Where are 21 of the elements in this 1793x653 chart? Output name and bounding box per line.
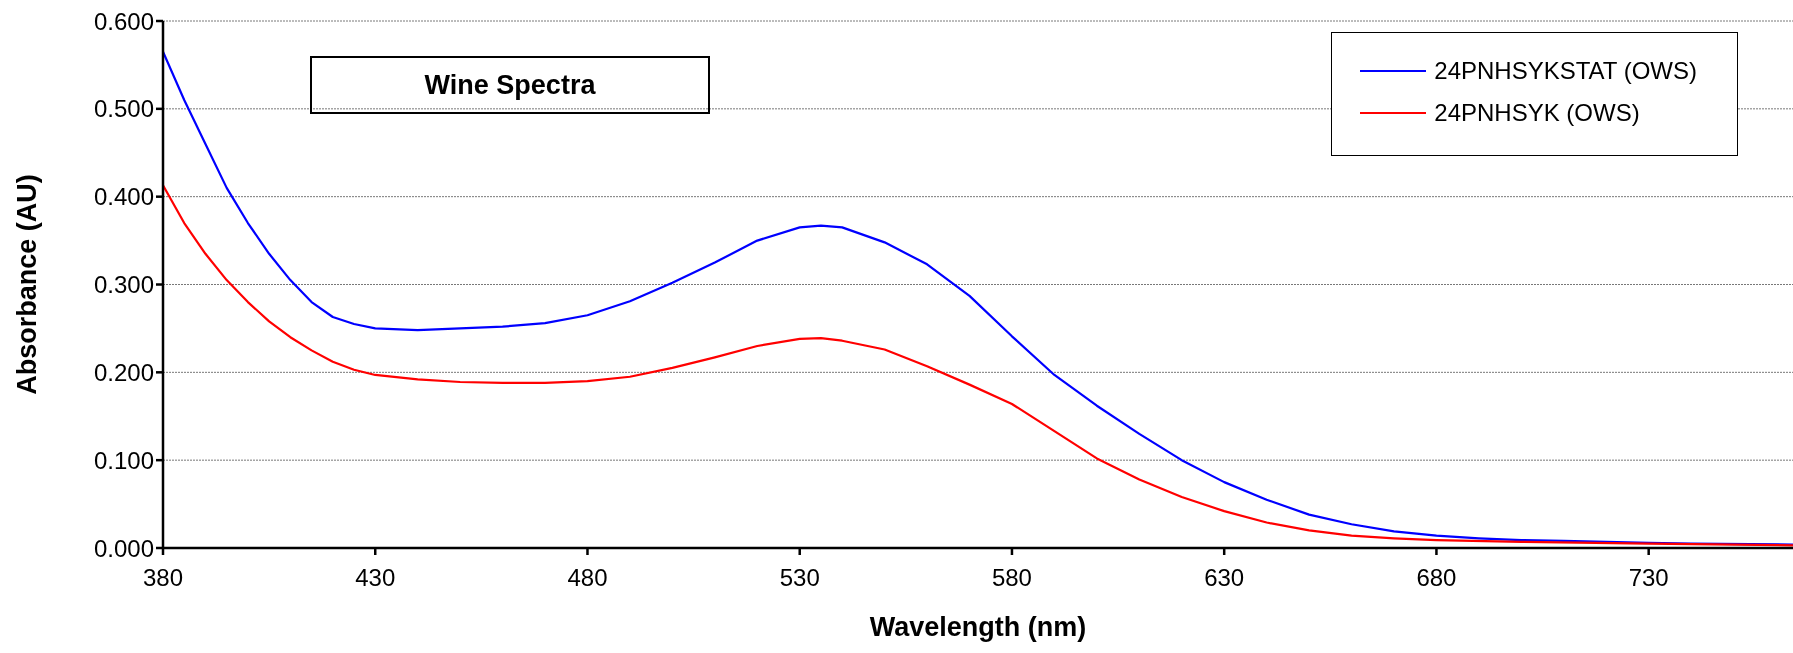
- x-tick-label: 480: [567, 564, 608, 592]
- y-tick-label: 0.600: [93, 7, 154, 35]
- y-tick-label: 0.400: [93, 183, 154, 211]
- x-axis-title: Wavelength (nm): [869, 612, 1087, 642]
- y-axis-title: Absorbance (AU): [11, 174, 42, 395]
- x-tick-label: 580: [991, 564, 1032, 592]
- text: Wine Spectra: [424, 69, 596, 101]
- legend-label: 24PNHSYKSTAT (OWS): [1434, 57, 1697, 85]
- line-series: [163, 50, 1793, 546]
- x-tick-label: 530: [779, 564, 820, 592]
- x-tick-label: 430: [355, 564, 396, 592]
- legend-label: 24PNHSYK (OWS): [1434, 99, 1640, 127]
- y-tick-label: 0.300: [93, 271, 154, 299]
- y-tick-label: 0.100: [93, 446, 154, 474]
- x-tick-label: 680: [1416, 564, 1457, 592]
- x-tick-label: 380: [142, 564, 184, 592]
- y-tick-label: 0.200: [93, 358, 154, 386]
- y-tick-label: 0.500: [93, 95, 154, 123]
- x-tick-label: 630: [1204, 564, 1245, 592]
- y-tick-label: 0.000: [93, 534, 154, 562]
- x-tick-label: 730: [1628, 564, 1669, 592]
